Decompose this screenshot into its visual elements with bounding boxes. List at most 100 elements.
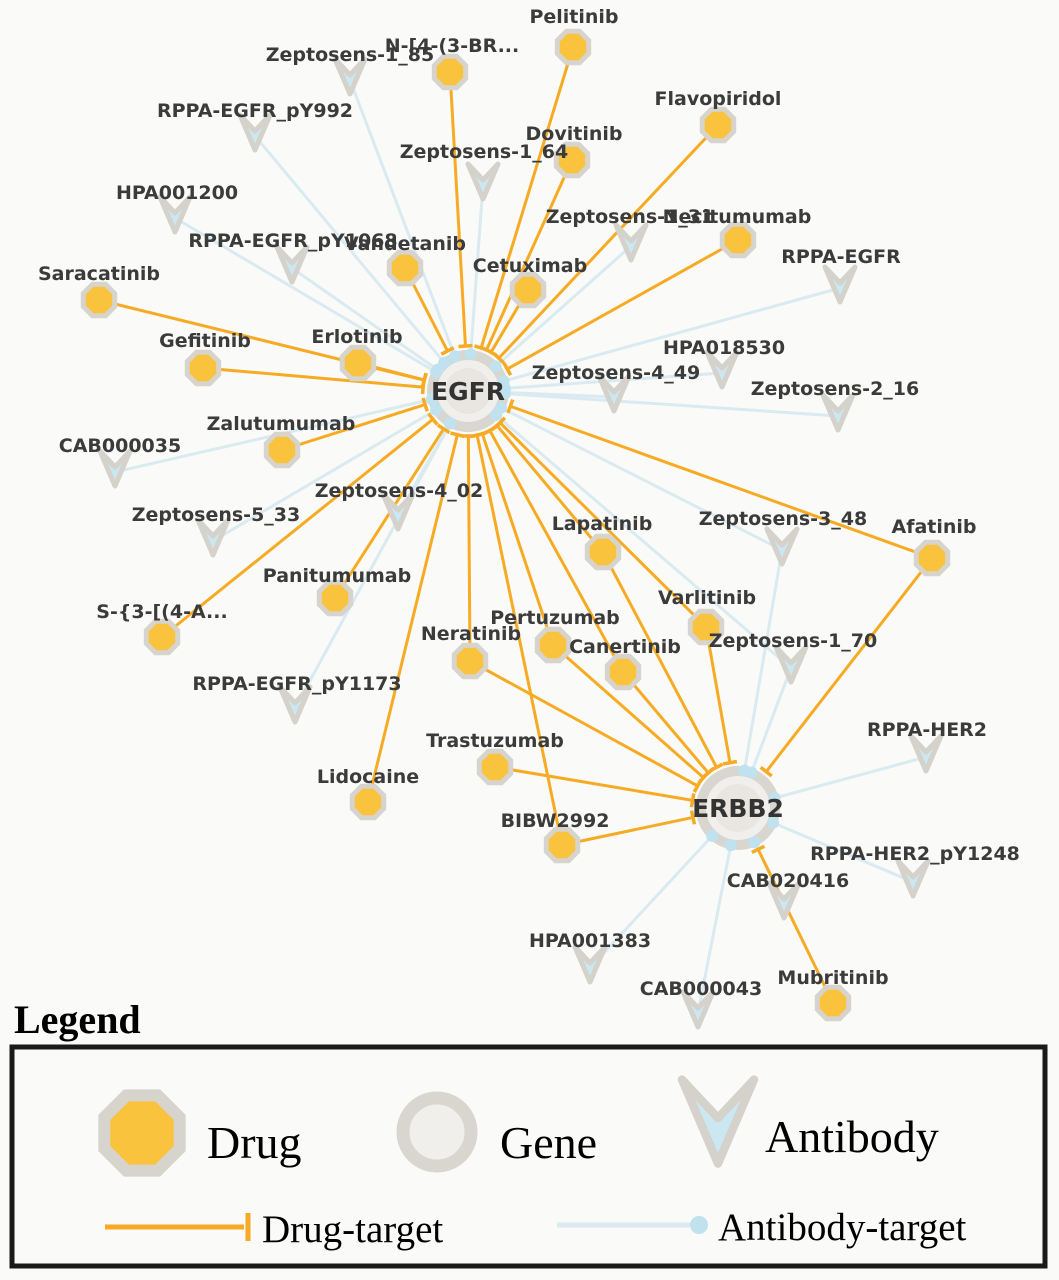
antibody-target-edge-zeptosens-3-48-egfr — [467, 389, 783, 552]
drug-target-edge-canertinib-egfr — [488, 429, 625, 673]
drug-node-dovitinib — [553, 141, 591, 179]
antibody-node-zeptosens-1-64 — [465, 161, 501, 202]
drug-target-edge-lapatinib-egfr — [495, 424, 605, 553]
drug-label-bibw2992: BIBW2992 — [501, 810, 610, 832]
drug-node-pertuzumab — [534, 626, 572, 664]
legend-antibody-icon — [677, 1075, 759, 1168]
drug-target-arrowhead-canertinib — [701, 767, 715, 779]
antibody-target-edge-rppa-egfr-py1173-egfr — [293, 390, 470, 709]
drug-target-arrowhead-bibw2992 — [469, 431, 485, 439]
drug-target-edge-lapatinib-erbb2 — [601, 551, 718, 769]
legend-antibody-label: Antibody — [765, 1111, 939, 1162]
gene-circle-inner-erbb2 — [714, 784, 762, 832]
drug-label-lidocaine: Lidocaine — [317, 766, 419, 788]
antibody-label-zeptosens-4-02: Zeptosens-4_02 — [315, 480, 483, 502]
drug-node-saracatinib — [80, 281, 118, 319]
antibody-node-zeptosens-1-31 — [613, 222, 649, 263]
antibody-label-cab000035: CAB000035 — [59, 435, 181, 457]
drug-target-arrowhead-s-3-4-a — [427, 412, 439, 426]
drug-label-dovitinib: Dovitinib — [526, 123, 623, 145]
antibody-node-rppa-egfr-py1068 — [274, 244, 310, 285]
drug-target-arrowhead-varlitinib — [722, 759, 738, 766]
drug-target-arrowhead-afatinib — [506, 399, 515, 414]
drug-target-edge-gefitinib-egfr — [202, 366, 424, 389]
drug-label-lapatinib: Lapatinib — [552, 513, 653, 535]
antibody-node-zeptosens-2-16 — [820, 392, 856, 433]
antibody-label-hpa001383: HPA001383 — [529, 930, 651, 952]
drug-target-arrowhead-mubritinib — [751, 844, 766, 854]
drug-label-pelitinib: Pelitinib — [529, 6, 618, 28]
drug-label-vandetanib: Vandetanib — [344, 233, 466, 255]
drug-node-bibw2992 — [543, 826, 581, 864]
drug-target-edge-mubritinib-erbb2 — [756, 848, 835, 1004]
drug-target-arrowhead-vandetanib — [440, 346, 455, 356]
antibody-node-hpa001200 — [157, 194, 193, 235]
drug-node-pelitinib — [554, 28, 592, 66]
drug-target-arrowhead-afatinib — [759, 765, 773, 778]
antibody-target-edge-zeptosens-1-85-egfr — [348, 79, 470, 392]
edge-dot — [748, 836, 761, 849]
antibody-label-zeptosens-1-70: Zeptosens-1_70 — [709, 630, 877, 652]
drug-target-edge-varlitinib-egfr — [498, 421, 708, 629]
drug-target-arrowhead-cetuximab — [484, 347, 498, 358]
drug-label-saracatinib: Saracatinib — [38, 263, 160, 285]
antibody-target-edge-zeptosens-2-16-egfr — [467, 389, 839, 418]
edge-dot — [489, 360, 502, 373]
antibody-label-rppa-egfr-py992: RPPA-EGFR_pY992 — [157, 100, 353, 122]
edge-dot — [425, 393, 438, 406]
antibody-label-cab000043: CAB000043 — [640, 978, 762, 1000]
drug-node-neratinib — [451, 642, 489, 680]
drug-node-necitumumab — [719, 221, 757, 259]
antibody-node-cab000043 — [680, 989, 716, 1030]
antibody-label-zeptosens-4-49: Zeptosens-4_49 — [532, 362, 700, 384]
edge-dot — [745, 766, 758, 779]
antibody-target-edge-zeptosens-1-70-egfr — [467, 389, 792, 670]
node-labels: EGFR ERBB2 Pelitinib N-[4-(3-BR... Dovitinib… — [38, 6, 1020, 1000]
legend-antibody-target-dot — [690, 1216, 708, 1234]
drug-target-edge-neratinib-erbb2 — [469, 659, 699, 788]
drug-label-cetuximab: Cetuximab — [473, 255, 587, 277]
drug-node-n-4-3-br — [431, 53, 469, 91]
drug-target-arrowhead-bibw2992 — [689, 810, 697, 825]
drug-label-panitumumab: Panitumumab — [263, 565, 411, 587]
drug-label-erlotinib: Erlotinib — [311, 326, 402, 348]
drug-label-trastuzumab: Trastuzumab — [426, 730, 564, 752]
antibody-label-rppa-her2: RPPA-HER2 — [867, 719, 987, 741]
drug-label-zalutumumab: Zalutumumab — [207, 413, 356, 435]
antibody-node-hpa018530 — [704, 349, 740, 390]
drug-target-edge-zalutumumab-egfr — [281, 403, 426, 452]
drug-label-neratinib: Neratinib — [421, 623, 521, 645]
edge-dot — [706, 829, 719, 842]
antibody-node-rppa-egfr-py1173 — [277, 684, 313, 725]
edge-dot — [430, 403, 443, 416]
drug-target-arrowhead-n-4-3-br — [458, 343, 473, 349]
antibody-target-edge-rppa-egfr-py992-egfr — [253, 135, 470, 392]
edge-endpoint-dots — [425, 348, 781, 852]
antibody-label-rppa-egfr: RPPA-EGFR — [781, 246, 901, 268]
drug-target-edge-lidocaine-egfr — [366, 434, 459, 803]
drug-node-cetuximab — [509, 271, 547, 309]
drug-nodes — [80, 28, 951, 1022]
drug-node-canertinib — [604, 653, 642, 691]
drug-label-s-3-4-a: S-{3-[(4-A... — [96, 601, 227, 623]
edge-dot — [464, 348, 477, 361]
antibody-label-zeptosens-1-64: Zeptosens-1_64 — [400, 141, 568, 163]
drug-node-vandetanib — [386, 249, 424, 287]
drug-node-gefitinib — [184, 349, 222, 387]
drug-label-necitumumab: Necitumumab — [663, 206, 812, 228]
drug-target-arrowhead-varlitinib — [493, 416, 507, 429]
gene-circle-inner-egfr — [445, 368, 491, 414]
drug-target-edge-pelitinib-egfr — [479, 46, 575, 349]
antibody-node-zeptosens-3-48 — [764, 526, 800, 567]
antibody-node-rppa-her2 — [908, 733, 944, 774]
antibody-node-rppa-egfr — [822, 264, 858, 305]
drug-label-mubritinib: Mubritinib — [777, 967, 888, 989]
drug-target-edge-afatinib-egfr — [509, 404, 933, 560]
antibody-node-cab000035 — [97, 448, 133, 489]
antibody-node-hpa001383 — [572, 944, 608, 985]
drug-target-arrowhead-panitumumab — [436, 423, 451, 435]
antibody-node-zeptosens-1-85 — [332, 56, 368, 97]
antibody-label-rppa-egfr-py1173: RPPA-EGFR_pY1173 — [192, 673, 401, 695]
